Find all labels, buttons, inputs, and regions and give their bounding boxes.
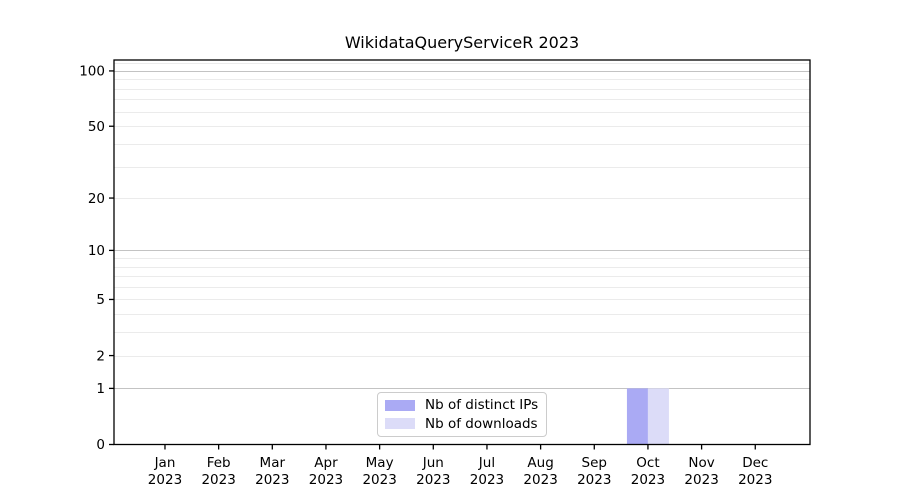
x-tick-label-year: 2023	[738, 472, 772, 488]
x-tick-label-year: 2023	[416, 472, 450, 488]
x-tick-label-year: 2023	[631, 472, 665, 488]
x-tick-label-year: 2023	[201, 472, 235, 488]
x-tick-label-year: 2023	[148, 472, 182, 488]
legend-label-distinct-ips: Nb of distinct IPs	[425, 396, 539, 413]
x-tick-label-year: 2023	[470, 472, 504, 488]
x-tick-label-year: 2023	[309, 472, 343, 488]
y-tick-label: 1	[96, 381, 105, 397]
x-tick-label-month: Apr	[314, 455, 338, 471]
x-tick-label-month: Feb	[207, 455, 231, 471]
x-tick-label-month: Nov	[688, 455, 714, 471]
x-tick-label-year: 2023	[577, 472, 611, 488]
x-tick-label-month: Mar	[260, 455, 286, 471]
y-tick-label: 2	[96, 348, 105, 364]
y-tick-label: 50	[88, 119, 105, 135]
legend-swatch-distinct-ips	[385, 399, 415, 411]
x-tick-label-year: 2023	[255, 472, 289, 488]
legend-item-downloads: Nb of downloads	[385, 415, 546, 432]
y-tick-label: 20	[88, 191, 105, 207]
bar-oct-series0	[626, 388, 648, 445]
bar-oct-series1	[647, 388, 669, 445]
x-tick-label-year: 2023	[684, 472, 718, 488]
x-tick-label-month: Oct	[636, 455, 659, 471]
x-tick-label-month: May	[366, 455, 394, 471]
legend: Nb of distinct IPs Nb of downloads	[377, 392, 547, 437]
x-tick-label-month: Dec	[742, 455, 768, 471]
x-tick-label-month: Sep	[582, 455, 607, 471]
y-tick-label: 0	[96, 437, 105, 453]
y-tick-label: 100	[79, 64, 105, 80]
y-tick-label: 10	[88, 243, 105, 259]
x-tick-label-month: Jul	[478, 455, 495, 471]
x-tick-label-month: Aug	[527, 455, 553, 471]
legend-swatch-downloads	[385, 418, 415, 430]
x-tick-label-month: Jun	[422, 455, 444, 471]
plot-border	[113, 59, 811, 446]
x-tick-label-year: 2023	[523, 472, 557, 488]
legend-item-distinct-ips: Nb of distinct IPs	[385, 396, 546, 413]
x-tick-label-year: 2023	[362, 472, 396, 488]
chart-title: WikidataQueryServiceR 2023	[344, 33, 580, 52]
legend-label-downloads: Nb of downloads	[425, 415, 538, 432]
y-tick-label: 5	[96, 292, 105, 308]
x-tick-label-month: Jan	[154, 455, 176, 471]
